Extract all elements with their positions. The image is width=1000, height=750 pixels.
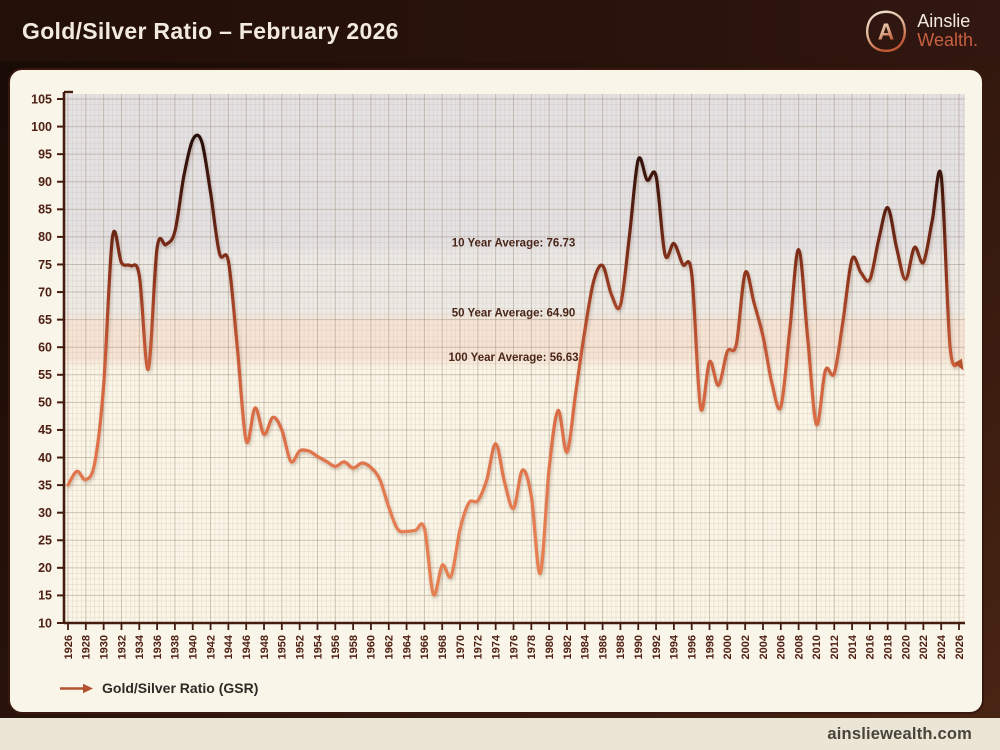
x-tick-label: 2022 (918, 635, 930, 659)
y-tick-label: 105 (31, 92, 52, 106)
y-tick-label: 40 (38, 451, 52, 465)
chart-card: 10 15 20 25 30 35 40 45 50 55 60 65 70 75 80 85 90 95 100 1… (8, 68, 984, 714)
x-tick-label: 2024 (936, 634, 948, 659)
x-tick-label: 1998 (704, 635, 716, 659)
x-tick-label: 2010 (811, 635, 823, 659)
y-tick-label: 30 (38, 506, 52, 520)
x-tick-label: 1952 (294, 635, 306, 659)
x-tick-label: 1942 (205, 635, 217, 659)
x-tick-label: 1994 (669, 634, 681, 659)
chart-legend: Gold/Silver Ratio (GSR) (58, 680, 258, 696)
x-tick-label: 1932 (116, 635, 128, 659)
y-tick-label: 80 (38, 230, 52, 244)
x-tick-label: 1990 (633, 635, 645, 659)
x-tick-label: 2012 (829, 635, 841, 659)
brand-logo: A Ainslie Wealth. (864, 9, 978, 53)
y-tick-label: 70 (38, 285, 52, 299)
gsr-line-chart: 10 15 20 25 30 35 40 45 50 55 60 65 70 75 80 85 90 95 100 1… (31, 90, 966, 659)
axes: 10 15 20 25 30 35 40 45 50 55 60 65 70 75 80 85 90 95 100 1… (31, 90, 966, 659)
y-tick-label: 100 (31, 120, 52, 134)
x-tick-label: 1940 (188, 635, 200, 659)
y-tick-label: 65 (38, 313, 52, 327)
x-tick-label: 1962 (384, 635, 396, 659)
legend-right-arrow-icon (60, 683, 93, 693)
ainslie-a-emblem-icon: A (866, 10, 907, 53)
x-tick-label: 1958 (348, 635, 360, 659)
footer: ainsliewealth.com (0, 718, 1000, 750)
brand-name-line2: Wealth. (917, 30, 978, 50)
x-tick-label: 1926 (63, 635, 75, 659)
x-tick-label: 1954 (312, 634, 324, 659)
x-tick-label: 2018 (883, 635, 895, 659)
y-tick-label: 45 (38, 423, 52, 437)
x-tick-label: 1960 (366, 635, 378, 659)
x-tick-label: 1944 (223, 634, 235, 659)
header: Gold/Silver Ratio – February 2026 A Ains… (0, 0, 1000, 62)
page-title: Gold/Silver Ratio – February 2026 (22, 17, 399, 44)
y-tick-label: 10 (38, 616, 52, 630)
x-tick-label: 1968 (437, 635, 449, 659)
x-tick-label: 1984 (580, 634, 592, 659)
average-annotation: 50 Year Average: 64.90 (452, 307, 576, 319)
x-tick-label: 1946 (241, 635, 253, 659)
x-tick-label: 1986 (597, 635, 609, 659)
y-tick-label: 35 (38, 478, 52, 492)
brand-name-line1: Ainslie (917, 11, 971, 31)
line-end-arrow-icon (954, 358, 964, 371)
x-tick-label: 2020 (900, 635, 912, 659)
svg-text:A: A (878, 18, 895, 44)
average-annotations: 10 Year Average: 76.73 50 Year Average: 6… (448, 237, 578, 364)
x-tick-label: 1996 (687, 635, 699, 659)
x-tick-label: 2014 (847, 634, 859, 659)
x-tick-label: 1978 (526, 635, 538, 659)
y-tick-label: 55 (38, 368, 52, 382)
x-tick-label: 2000 (722, 635, 734, 659)
footer-website-link[interactable]: ainsliewealth.com (827, 724, 972, 743)
y-tick-label: 95 (38, 147, 52, 161)
x-tick-label: 1938 (170, 635, 182, 659)
x-tick-label: 1970 (455, 635, 467, 659)
x-tick-label: 1988 (615, 635, 627, 659)
x-tick-label: 1972 (473, 635, 485, 659)
x-tick-label: 1974 (490, 634, 502, 659)
x-tick-label: 1930 (98, 635, 110, 659)
y-tick-label: 75 (38, 258, 52, 272)
y-tick-label: 85 (38, 203, 52, 217)
x-tick-label: 2004 (758, 634, 770, 659)
y-tick-label: 20 (38, 561, 52, 575)
average-annotation: 10 Year Average: 76.73 (452, 237, 576, 249)
average-annotation: 100 Year Average: 56.63 (448, 352, 578, 364)
y-tick-label: 90 (38, 175, 52, 189)
x-tick-label: 1948 (259, 635, 271, 659)
x-tick-label: 2006 (776, 635, 788, 659)
x-tick-label: 1964 (401, 634, 413, 659)
brand-name: Ainslie Wealth. (917, 12, 978, 50)
grid-lines (64, 94, 965, 624)
x-tick-label: 1928 (81, 635, 93, 659)
legend-label: Gold/Silver Ratio (GSR) (102, 680, 259, 696)
gsr-line (66, 133, 961, 597)
x-tick-label: 2002 (740, 635, 752, 659)
y-tick-label: 50 (38, 396, 52, 410)
y-tick-label: 60 (38, 341, 52, 355)
x-tick-label: 1956 (330, 635, 342, 659)
x-tick-label: 2026 (954, 635, 966, 659)
x-tick-label: 1934 (134, 634, 146, 659)
x-tick-label: 1966 (419, 635, 431, 659)
x-tick-label: 1950 (277, 635, 289, 659)
x-tick-label: 1992 (651, 635, 663, 659)
x-tick-label: 1936 (152, 635, 164, 659)
x-tick-label: 2008 (793, 635, 805, 659)
x-tick-label: 2016 (865, 635, 877, 659)
x-tick-label: 1980 (544, 635, 556, 659)
x-tick-label: 1982 (562, 635, 574, 659)
x-tick-label: 1976 (508, 635, 520, 659)
y-tick-label: 25 (38, 534, 52, 548)
y-tick-label: 15 (38, 589, 52, 603)
